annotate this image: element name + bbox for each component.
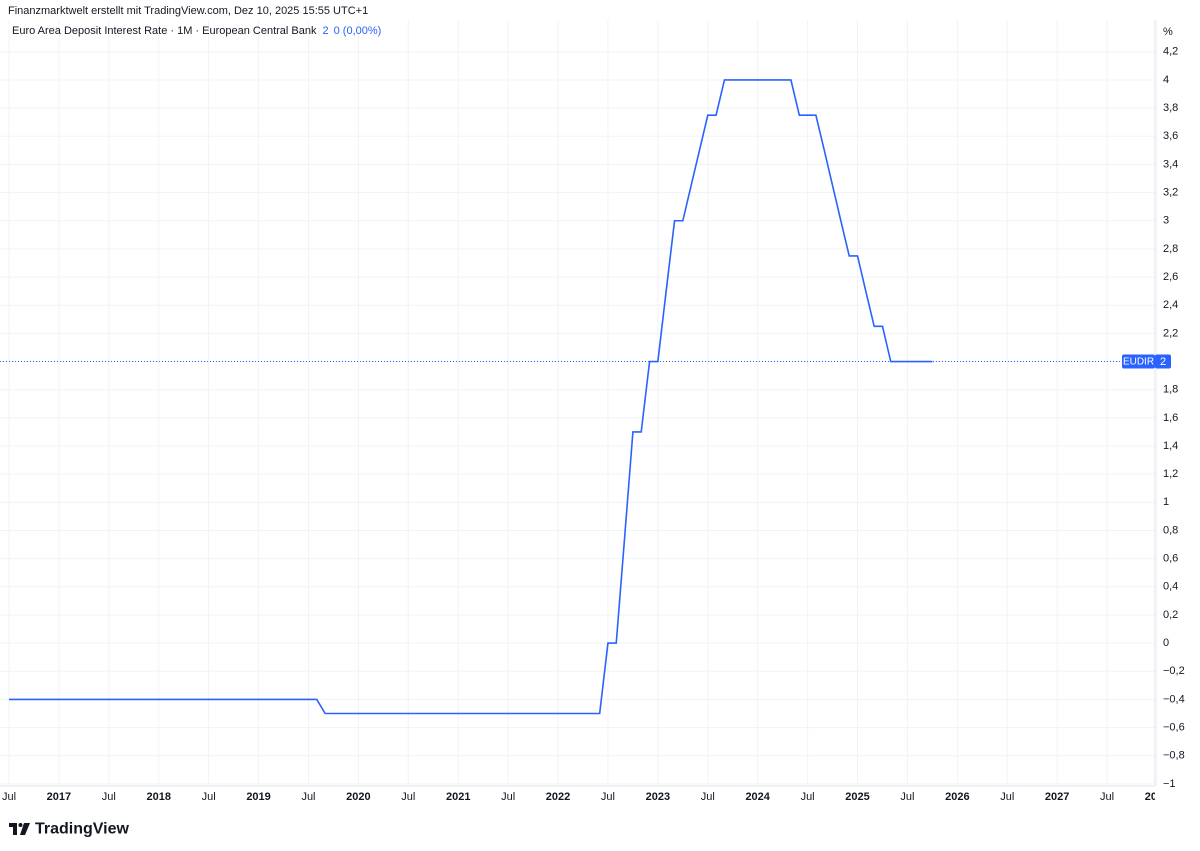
x-tick-label: 2019 [246, 791, 270, 803]
x-tick-label: Jul [1000, 791, 1014, 803]
data-line [9, 79, 933, 715]
x-tick-label: Jul [701, 791, 715, 803]
price-label-symbol: EUDIR [1123, 357, 1154, 368]
logo-icon [20, 823, 30, 835]
y-tick-label: −0,4 [1163, 693, 1185, 705]
x-tick-label: 2026 [945, 791, 969, 803]
y-tick-label: 4,2 [1163, 46, 1178, 58]
x-tick-label: 2024 [745, 791, 770, 803]
x-tick-label: 2028 [1145, 791, 1169, 803]
x-tick-label: 2025 [845, 791, 869, 803]
x-tick-label: Jul [501, 791, 515, 803]
y-tick-label: 3,6 [1163, 130, 1178, 142]
price-label-bg [1122, 354, 1155, 369]
y-tick-label: 4 [1163, 74, 1169, 86]
y-tick-label: 1,8 [1163, 384, 1178, 396]
x-tick-label: Jul [401, 791, 415, 803]
y-tick-label: 1,6 [1163, 412, 1178, 424]
y-tick-label: 3,4 [1163, 158, 1178, 170]
y-tick-label: 0,6 [1163, 553, 1178, 565]
logo-icon [9, 823, 17, 835]
unit-label: % [1163, 26, 1173, 38]
logo-icon [18, 823, 23, 827]
last-value: 2 [323, 25, 329, 37]
x-tick-label: 2021 [446, 791, 470, 803]
y-tick-label: 2,8 [1163, 243, 1178, 255]
x-tick-label: 2027 [1045, 791, 1069, 803]
x-tick-label: Jul [2, 791, 16, 803]
price-label-value: 2 [1160, 356, 1166, 368]
logo: TradingView [9, 821, 130, 838]
y-tick-label: 3 [1163, 215, 1169, 227]
y-tick-label: 1,2 [1163, 468, 1178, 480]
x-tick-label: Jul [301, 791, 315, 803]
y-tick-label: 0,8 [1163, 524, 1178, 536]
x-tick-label: 2023 [646, 791, 670, 803]
x-tick-label: Jul [202, 791, 216, 803]
x-tick-label: 2018 [146, 791, 170, 803]
y-tick-label: −0,8 [1163, 750, 1185, 762]
y-tick-label: −0,2 [1163, 665, 1185, 677]
y-tick-label: 0,4 [1163, 581, 1178, 593]
x-tick-label: 2017 [47, 791, 71, 803]
logo-text: TradingView [35, 821, 130, 838]
y-tick-label: 1,4 [1163, 440, 1178, 452]
x-tick-label: Jul [601, 791, 615, 803]
y-tick-label: −1 [1163, 778, 1176, 790]
x-tick-label: Jul [900, 791, 914, 803]
x-tick-label: 2022 [546, 791, 570, 803]
x-tick-label: Jul [801, 791, 815, 803]
y-tick-label: 2,6 [1163, 271, 1178, 283]
y-tick-label: 2,4 [1163, 299, 1178, 311]
change: 0 (0,00%) [334, 25, 382, 37]
y-tick-label: 1 [1163, 496, 1169, 508]
y-tick-label: 2,2 [1163, 327, 1178, 339]
x-tick-label: 2020 [346, 791, 370, 803]
y-tick-label: 0 [1163, 637, 1169, 649]
chart-title: Euro Area Deposit Interest Rate · 1M · E… [12, 25, 317, 37]
price-label-bg [1155, 354, 1171, 369]
credit: Finanzmarktwelt erstellt mit TradingView… [8, 5, 368, 17]
y-tick-label: 3,2 [1163, 187, 1178, 199]
y-tick-label: 3,8 [1163, 102, 1178, 114]
x-tick-label: Jul [1100, 791, 1114, 803]
x-tick-label: Jul [102, 791, 116, 803]
y-tick-label: −0,6 [1163, 721, 1185, 733]
y-tick-label: 0,2 [1163, 609, 1178, 621]
